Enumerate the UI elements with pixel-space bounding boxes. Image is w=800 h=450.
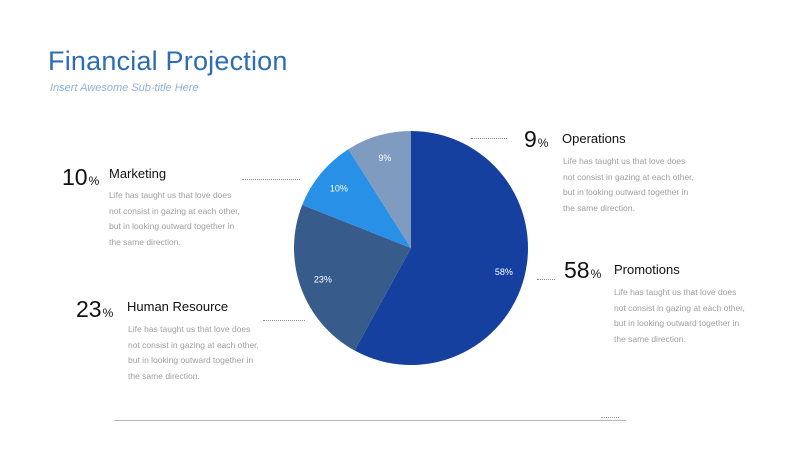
promotions-percent-symbol: % — [590, 267, 602, 281]
marketing-description: Life has taught us that love does not co… — [109, 190, 240, 247]
promotions-block: 58% Promotions Life has taught us that l… — [564, 257, 764, 367]
operations-block: 9% Operations Life has taught us that lo… — [524, 126, 724, 236]
promotions-description: Life has taught us that love does not co… — [614, 287, 745, 344]
operations-description: Life has taught us that love does not co… — [563, 156, 694, 213]
human-resource-connector — [263, 320, 305, 321]
promotions-label: Promotions — [614, 262, 680, 277]
pie-slice-operations — [348, 131, 411, 248]
promotions-percent: 58% — [564, 257, 601, 284]
marketing-percent-symbol: % — [88, 174, 100, 188]
human-resource-percent-symbol: % — [102, 306, 114, 320]
human-resource-percent-value: 23 — [76, 296, 102, 322]
operations-label: Operations — [562, 131, 626, 146]
pie-slice-marketing — [302, 149, 411, 248]
operations-connector — [471, 138, 507, 139]
pie-label-promotions: 58% — [495, 267, 513, 277]
marketing-percent: 10% — [62, 164, 99, 191]
operations-percent-symbol: % — [537, 136, 549, 150]
human-resource-block: 23% Human Resource Life has taught us th… — [76, 296, 276, 406]
slide-subtitle: Insert Awesome Sub-title Here — [50, 82, 199, 94]
pie-label-marketing: 10% — [330, 183, 348, 193]
footer-divider — [114, 420, 626, 421]
pie-label-operations: 9% — [378, 153, 391, 163]
human-resource-percent: 23% — [76, 296, 113, 323]
footer-dots — [601, 417, 619, 418]
marketing-percent-value: 10 — [62, 164, 88, 190]
operations-percent: 9% — [524, 126, 548, 153]
pie-slice-promotions — [354, 131, 529, 365]
marketing-label: Marketing — [109, 166, 167, 181]
promotions-percent-value: 58 — [564, 257, 590, 283]
marketing-block: 10% Marketing Life has taught us that lo… — [62, 164, 262, 274]
human-resource-label: Human Resource — [127, 299, 229, 314]
promotions-connector — [537, 279, 555, 280]
pie-label-human-resource: 23% — [314, 275, 332, 285]
slide-title: Financial Projection — [48, 46, 288, 76]
marketing-connector — [242, 179, 300, 180]
human-resource-description: Life has taught us that love does not co… — [128, 324, 259, 381]
pie-slice-human-resource — [294, 204, 411, 351]
operations-percent-value: 9 — [524, 126, 537, 152]
